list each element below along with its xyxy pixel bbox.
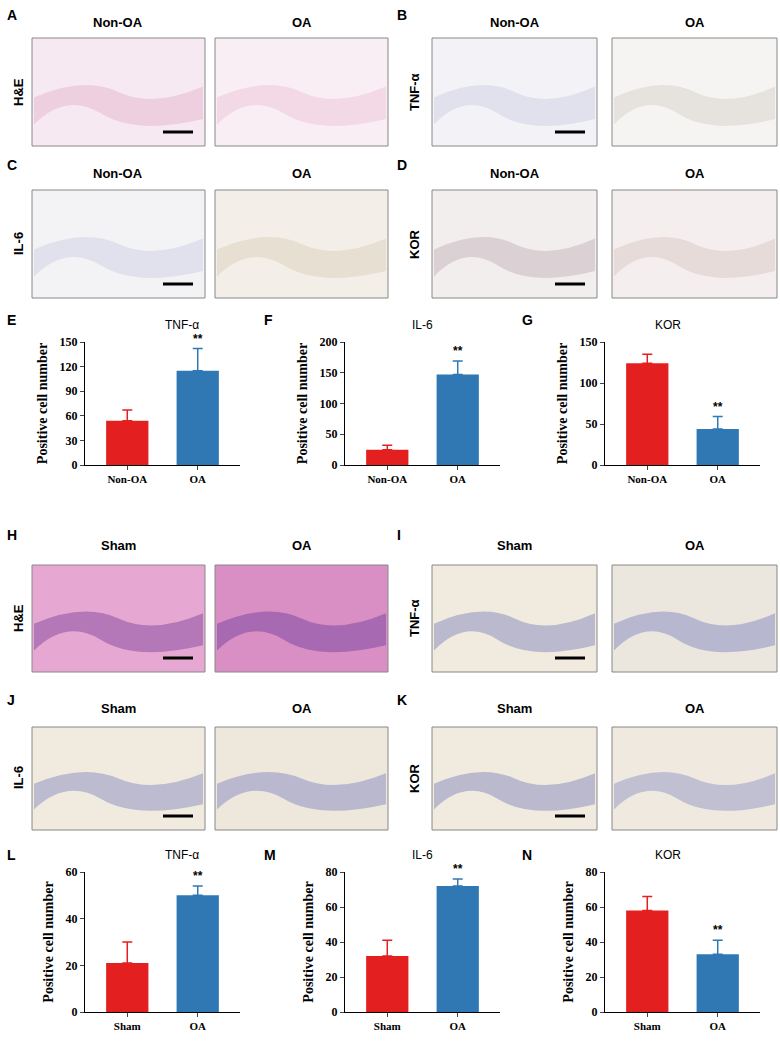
svg-text:OA: OA (685, 166, 705, 181)
svg-text:0: 0 (592, 458, 598, 472)
svg-text:Positive cell number: Positive cell number (41, 881, 56, 1002)
svg-text:M: M (264, 847, 276, 863)
svg-text:120: 120 (60, 360, 78, 374)
svg-text:Non-OA: Non-OA (490, 166, 540, 181)
svg-text:150: 150 (320, 366, 338, 380)
svg-text:TNF-α: TNF-α (407, 599, 422, 637)
svg-text:Positive cell number: Positive cell number (35, 343, 50, 464)
svg-text:K: K (397, 692, 407, 708)
svg-text:IL-6: IL-6 (11, 766, 26, 789)
svg-text:0: 0 (332, 458, 338, 472)
svg-text:L: L (7, 847, 16, 863)
svg-text:Positive cell number: Positive cell number (555, 343, 570, 464)
svg-text:IL-6: IL-6 (412, 848, 433, 862)
svg-text:Non-OA: Non-OA (93, 166, 143, 181)
svg-text:Non-OA: Non-OA (93, 15, 143, 30)
svg-text:Sham: Sham (497, 538, 532, 553)
svg-text:20: 20 (586, 970, 598, 984)
svg-text:F: F (264, 312, 273, 328)
svg-text:50: 50 (586, 417, 598, 431)
svg-text:A: A (7, 7, 17, 23)
svg-text:0: 0 (332, 1005, 338, 1019)
svg-text:C: C (7, 157, 17, 173)
svg-text:Non-OA: Non-OA (627, 473, 667, 485)
svg-text:OA: OA (189, 1020, 206, 1032)
svg-text:OA: OA (685, 538, 705, 553)
svg-text:60: 60 (326, 900, 338, 914)
svg-text:H&E: H&E (11, 604, 26, 632)
svg-text:Positive cell number: Positive cell number (295, 343, 310, 464)
svg-text:IL-6: IL-6 (412, 318, 433, 332)
svg-text:OA: OA (709, 1020, 726, 1032)
svg-text:Non-OA: Non-OA (490, 15, 540, 30)
svg-text:0: 0 (72, 458, 78, 472)
svg-text:OA: OA (709, 473, 726, 485)
svg-text:100: 100 (320, 397, 338, 411)
svg-text:200: 200 (320, 335, 338, 349)
svg-text:Sham: Sham (374, 1020, 401, 1032)
svg-text:40: 40 (66, 912, 78, 926)
svg-text:100: 100 (580, 376, 598, 390)
svg-text:OA: OA (292, 166, 312, 181)
svg-text:OA: OA (449, 1020, 466, 1032)
svg-text:I: I (397, 527, 401, 543)
svg-text:E: E (7, 312, 16, 328)
svg-text:OA: OA (449, 473, 466, 485)
svg-text:IL-6: IL-6 (11, 232, 26, 255)
svg-text:TNF-α: TNF-α (407, 73, 422, 111)
svg-text:Sham: Sham (497, 701, 532, 716)
svg-text:H&E: H&E (11, 78, 26, 106)
svg-text:Sham: Sham (101, 538, 136, 553)
svg-text:KOR: KOR (655, 848, 681, 862)
svg-text:**: ** (713, 400, 723, 414)
svg-text:Sham: Sham (101, 701, 136, 716)
svg-text:B: B (397, 7, 407, 23)
svg-text:Positive cell number: Positive cell number (301, 881, 316, 1002)
svg-text:0: 0 (72, 1005, 78, 1019)
svg-text:TNF-α: TNF-α (165, 318, 199, 332)
svg-text:**: ** (193, 869, 203, 883)
svg-text:30: 30 (66, 434, 78, 448)
svg-text:OA: OA (292, 538, 312, 553)
svg-text:80: 80 (326, 865, 338, 879)
svg-text:80: 80 (586, 865, 598, 879)
svg-text:KOR: KOR (407, 764, 422, 794)
svg-text:Sham: Sham (634, 1020, 661, 1032)
svg-text:N: N (522, 847, 532, 863)
svg-text:OA: OA (685, 701, 705, 716)
svg-text:150: 150 (580, 335, 598, 349)
svg-text:60: 60 (66, 865, 78, 879)
svg-text:KOR: KOR (407, 230, 422, 260)
svg-text:J: J (7, 692, 15, 708)
svg-text:OA: OA (292, 15, 312, 30)
svg-text:KOR: KOR (655, 318, 681, 332)
svg-text:20: 20 (326, 970, 338, 984)
svg-text:G: G (522, 312, 533, 328)
svg-text:40: 40 (586, 935, 598, 949)
svg-text:Non-OA: Non-OA (107, 473, 147, 485)
svg-text:**: ** (713, 923, 723, 937)
svg-text:150: 150 (60, 335, 78, 349)
svg-text:OA: OA (292, 701, 312, 716)
svg-text:60: 60 (66, 409, 78, 423)
svg-text:Non-OA: Non-OA (367, 473, 407, 485)
svg-text:0: 0 (592, 1005, 598, 1019)
svg-text:**: ** (453, 862, 463, 876)
svg-text:**: ** (453, 344, 463, 358)
svg-text:20: 20 (66, 959, 78, 973)
svg-text:40: 40 (326, 935, 338, 949)
svg-text:50: 50 (326, 427, 338, 441)
svg-text:TNF-α: TNF-α (165, 848, 199, 862)
svg-text:**: ** (193, 332, 203, 346)
svg-text:H: H (7, 527, 17, 543)
svg-text:Positive cell number: Positive cell number (561, 881, 576, 1002)
svg-text:D: D (397, 157, 407, 173)
svg-text:Sham: Sham (114, 1020, 141, 1032)
svg-text:OA: OA (189, 473, 206, 485)
svg-text:90: 90 (66, 384, 78, 398)
svg-text:OA: OA (685, 15, 705, 30)
svg-text:60: 60 (586, 900, 598, 914)
